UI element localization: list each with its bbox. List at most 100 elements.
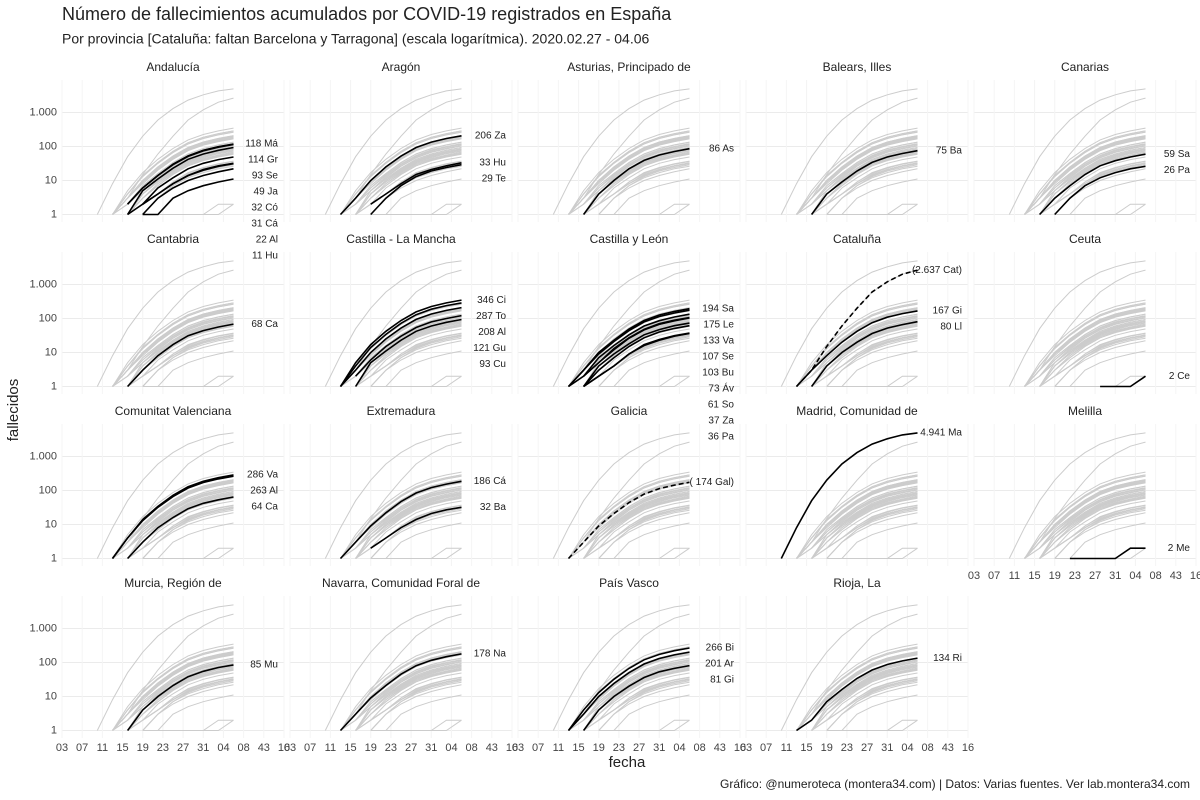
background-line (568, 441, 690, 559)
series-label: 36 Pa (708, 431, 735, 442)
background-line (811, 156, 918, 215)
background-line (568, 657, 690, 731)
background-line (1054, 178, 1146, 215)
x-tick-label: 08 (922, 742, 934, 754)
background-line (796, 651, 918, 731)
background-line (613, 203, 690, 215)
series-line (370, 506, 462, 549)
y-tick-label: 1.000 (29, 278, 57, 290)
x-tick-label: 23 (1069, 570, 1081, 582)
series-label: 194 Sa (702, 303, 734, 314)
background-line (583, 659, 690, 721)
series-label: 64 Ca (251, 502, 278, 513)
background-line (340, 141, 462, 215)
series-label: 286 Va (247, 470, 278, 481)
x-tick-label: 16 (1190, 570, 1200, 582)
background-line (142, 694, 234, 731)
background-line (811, 493, 918, 559)
series-label: 80 Ll (940, 322, 962, 333)
background-line (583, 315, 690, 377)
background-line (127, 661, 234, 721)
x-tick-label: 04 (673, 742, 685, 754)
x-tick-label: 03 (740, 742, 752, 754)
background-line (1069, 547, 1146, 559)
background-line (1024, 485, 1146, 559)
background-line (1039, 500, 1146, 559)
background-line (324, 260, 462, 387)
y-tick-label: 10 (45, 346, 57, 358)
background-line (1054, 522, 1146, 559)
y-tick-label: 100 (39, 312, 57, 324)
background-line (1069, 375, 1146, 387)
background-line (340, 485, 462, 559)
background-line (613, 375, 690, 387)
strip-title: País Vasco (599, 576, 659, 590)
background-line (826, 694, 918, 731)
background-line (355, 328, 462, 387)
background-line (568, 141, 690, 215)
series-line (355, 314, 462, 377)
series-label: 287 To (476, 311, 506, 322)
x-tick-label: 08 (694, 742, 706, 754)
x-tick-label: 08 (1150, 570, 1162, 582)
background-line (552, 432, 690, 559)
x-tick-label: 03 (512, 742, 524, 754)
background-line (1054, 334, 1146, 377)
background-line (142, 337, 234, 387)
series-line (142, 178, 234, 216)
background-line (811, 665, 918, 731)
background-line (598, 165, 690, 215)
background-line (598, 522, 690, 559)
background-line (1024, 131, 1146, 215)
series-label: 49 Ja (254, 187, 279, 198)
x-tick-label: 11 (325, 742, 336, 754)
background-line (355, 149, 462, 215)
background-line (112, 303, 234, 387)
series-line (1039, 153, 1146, 216)
background-line (552, 604, 690, 731)
series-label: 186 Cá (474, 476, 507, 487)
y-tick-label: 100 (39, 140, 57, 152)
background-line (826, 678, 918, 721)
background-line (355, 321, 462, 387)
x-tick-label: 16 (962, 742, 974, 754)
background-line (568, 654, 690, 731)
background-line (811, 668, 918, 731)
y-tick-label: 1.000 (29, 622, 57, 634)
background-line (142, 678, 234, 721)
background-line (1008, 432, 1146, 559)
background-line (613, 547, 690, 559)
background-line (355, 496, 462, 559)
background-line (826, 334, 918, 377)
background-line (1008, 88, 1146, 215)
background-line (142, 178, 234, 215)
x-tick-label: 43 (942, 742, 954, 754)
y-tick-label: 100 (39, 656, 57, 668)
series-label: (2.637 Cat) (912, 265, 962, 276)
series-label: 81 Gi (710, 675, 734, 686)
background-line (598, 694, 690, 731)
x-tick-label: 04 (901, 742, 913, 754)
background-line (112, 479, 234, 559)
series-label: 33 Hu (479, 157, 506, 168)
background-line (583, 489, 690, 549)
series-label: 93 Cu (479, 359, 506, 370)
background-line (112, 657, 234, 731)
background-line (127, 152, 234, 215)
series-label: 22 Al (256, 235, 278, 246)
x-tick-label: 19 (137, 742, 149, 754)
background-line (96, 88, 234, 215)
background-line (370, 334, 462, 377)
series-label: 59 Sa (1164, 149, 1191, 160)
background-line (568, 269, 690, 387)
background-line (142, 334, 234, 377)
background-line (127, 489, 234, 549)
background-line (598, 350, 690, 387)
background-line (796, 135, 918, 215)
background-line (811, 487, 918, 549)
background-line (598, 678, 690, 721)
series-label: 29 Te (482, 173, 507, 184)
background-line (112, 654, 234, 731)
series-line (339, 302, 462, 387)
background-line (796, 482, 918, 559)
